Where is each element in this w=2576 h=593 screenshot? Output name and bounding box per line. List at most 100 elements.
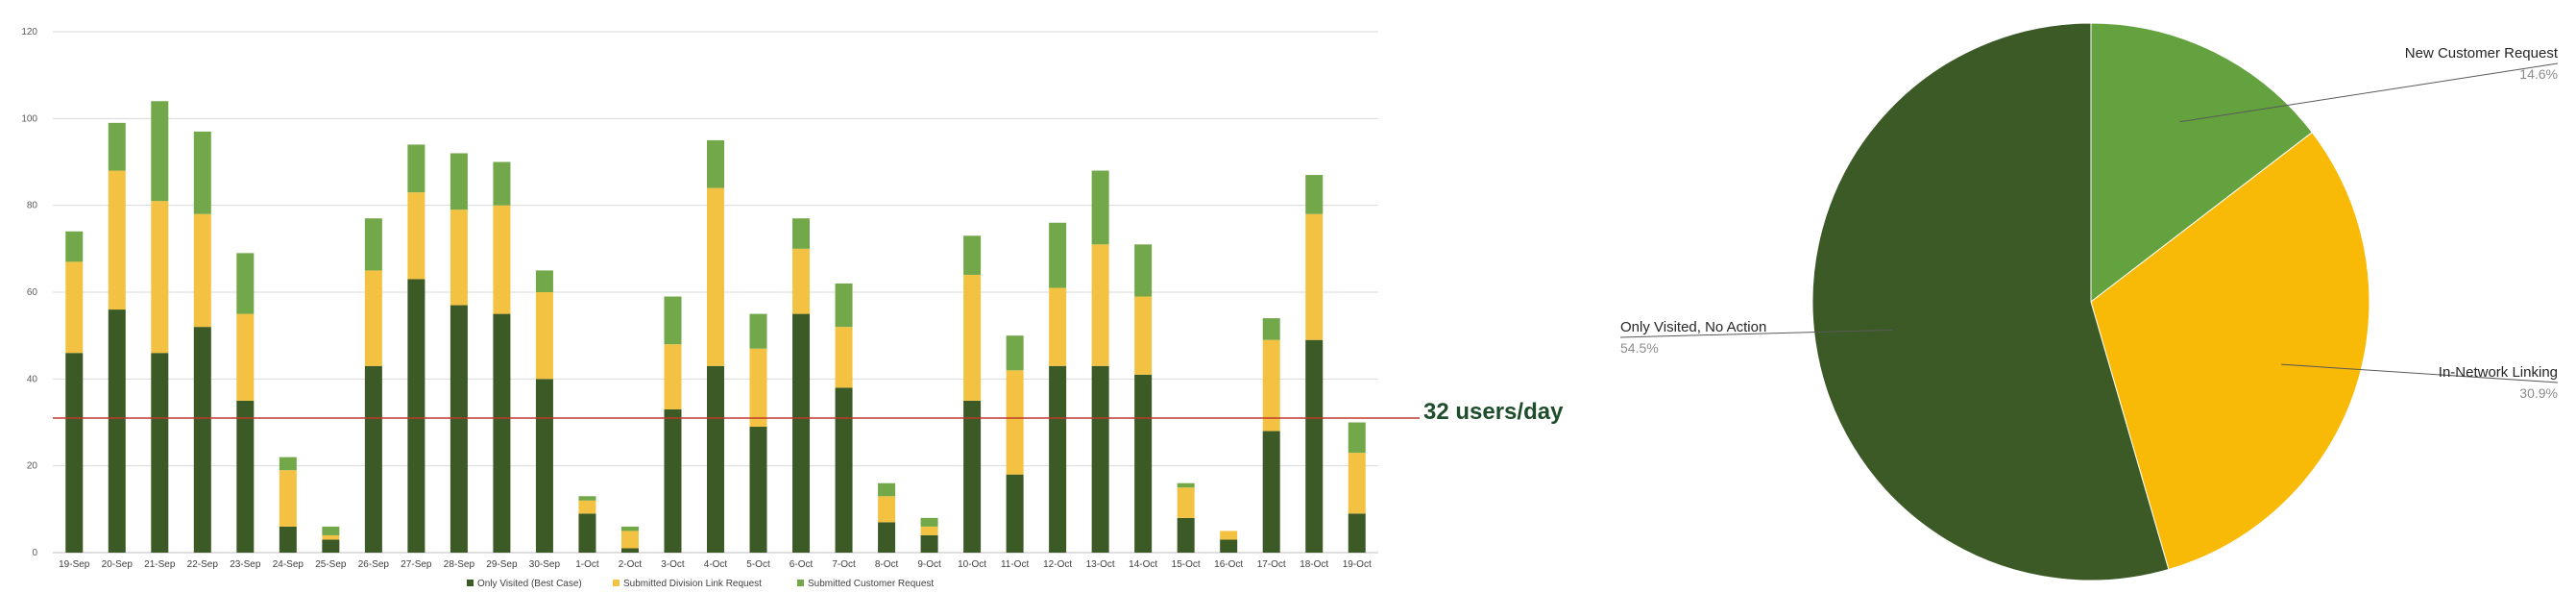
bar-segment [707, 365, 724, 553]
y-tick-label: 40 [27, 374, 38, 384]
bar-segment [108, 170, 126, 310]
bar-segment [792, 313, 811, 553]
x-tick-label: 6-Oct [790, 559, 814, 570]
bar-segment [1049, 365, 1067, 553]
y-tick-label: 80 [27, 201, 38, 211]
y-tick-label: 100 [21, 113, 37, 124]
bar-segment [279, 526, 297, 553]
bar-segment [920, 517, 938, 527]
pie-leader-line [2281, 363, 2559, 383]
bar-segment [664, 296, 682, 345]
bar-segment [835, 387, 853, 553]
pie-slice-label: New Customer Request [2405, 45, 2559, 62]
bar-segment [322, 534, 340, 540]
bar-segment [835, 283, 853, 328]
bar-segment [1305, 175, 1324, 214]
bar-segment [364, 218, 382, 271]
bar-segment [963, 400, 982, 553]
bar-segment [707, 139, 724, 188]
x-tick-label: 26-Sep [358, 559, 390, 570]
pie-slice-label: Only Visited, No Action [1620, 319, 1766, 335]
bar-segment [620, 526, 639, 531]
bar-segment [963, 274, 982, 401]
bar-segment [1177, 482, 1195, 488]
bar-segment [920, 534, 938, 553]
bar-segment [1305, 213, 1324, 340]
threshold-annotation: 32 users/day [1423, 399, 1564, 425]
bar-segment [151, 201, 169, 354]
x-tick-label: 30-Sep [529, 559, 561, 570]
bar-segment [1220, 531, 1238, 540]
bar-segment [108, 309, 126, 553]
legend-label: Only Visited (Best Case) [477, 579, 582, 589]
bar-segment [450, 305, 468, 553]
pie-leader-line [1619, 329, 1893, 338]
bar-segment [493, 313, 511, 553]
bar-segment [792, 218, 811, 249]
x-tick-label: 5-Oct [746, 559, 770, 570]
bar-segment [1091, 170, 1109, 245]
stacked-bar-chart: 0 20 40 60 80 100 120 19-Sep 20-Sep 21-Sep 22-Sep 2… [21, 27, 1420, 589]
bar-segment [151, 101, 169, 202]
x-tick-label: 19-Oct [1343, 559, 1372, 570]
bar-segment [578, 500, 596, 514]
pie-slice-percent: 54.5% [1620, 340, 1659, 356]
bar-segment [749, 348, 767, 428]
bar-segment [279, 457, 297, 471]
bar-segment [279, 470, 297, 527]
pie-chart: New Customer Request 14.6% In-Network Link… [1619, 22, 2559, 581]
bar-segment [1049, 222, 1067, 288]
bar-segment [364, 365, 382, 553]
pie-slice-label: In-Network Linking [2439, 364, 2558, 381]
bar-segment [1006, 370, 1024, 475]
x-tick-label: 13-Oct [1086, 559, 1115, 570]
legend-label: Submitted Customer Request [808, 579, 934, 589]
x-tick-label: 3-Oct [661, 559, 685, 570]
bar-segment [407, 144, 425, 193]
legend-swatch [613, 580, 620, 586]
x-tick-label: 17-Oct [1257, 559, 1286, 570]
bar-segment [578, 513, 596, 553]
bar-segment [193, 327, 211, 553]
bar-segment [664, 344, 682, 409]
x-tick-label: 12-Oct [1043, 559, 1072, 570]
bar-segment [878, 482, 896, 497]
bar-segment [1134, 244, 1153, 297]
bar-segment [1006, 474, 1024, 553]
pie-slice [1811, 22, 2170, 581]
bar-segment [707, 187, 724, 366]
bar-segment [407, 279, 425, 553]
bar-segment [450, 210, 468, 306]
bar-segment [620, 531, 639, 549]
bar-segment [1091, 244, 1109, 366]
bar-segment [1262, 318, 1280, 340]
x-tick-label: 21-Sep [144, 559, 176, 570]
x-tick-label: 7-Oct [832, 559, 856, 570]
bar-segment [535, 292, 553, 380]
bar-segment [1049, 287, 1067, 366]
x-tick-label: 20-Sep [102, 559, 134, 570]
y-tick-label: 120 [21, 27, 37, 37]
bar-segment [493, 205, 511, 314]
bar-segment [578, 496, 596, 501]
bar-segment [1348, 422, 1366, 454]
pie-leader-line [2179, 62, 2559, 123]
x-tick-label: 23-Sep [230, 559, 261, 570]
y-tick-label: 20 [27, 461, 38, 472]
bar-segment [364, 270, 382, 366]
x-tick-label: 25-Sep [315, 559, 347, 570]
x-tick-label: 15-Oct [1172, 559, 1201, 570]
x-tick-label: 29-Sep [486, 559, 518, 570]
bar-segment [236, 400, 255, 553]
x-tick-label: 11-Oct [1001, 559, 1029, 570]
bar-segment [1305, 339, 1324, 553]
x-tick-label: 27-Sep [401, 559, 432, 570]
bar-segment [1177, 487, 1195, 518]
bar-segment [535, 270, 553, 292]
bar-segment [1134, 296, 1153, 375]
x-tick-label: 10-Oct [958, 559, 986, 570]
bar-segment [108, 122, 126, 171]
x-tick-label: 19-Sep [59, 559, 90, 570]
x-tick-label: 22-Sep [187, 559, 219, 570]
bar-segment [664, 408, 682, 553]
